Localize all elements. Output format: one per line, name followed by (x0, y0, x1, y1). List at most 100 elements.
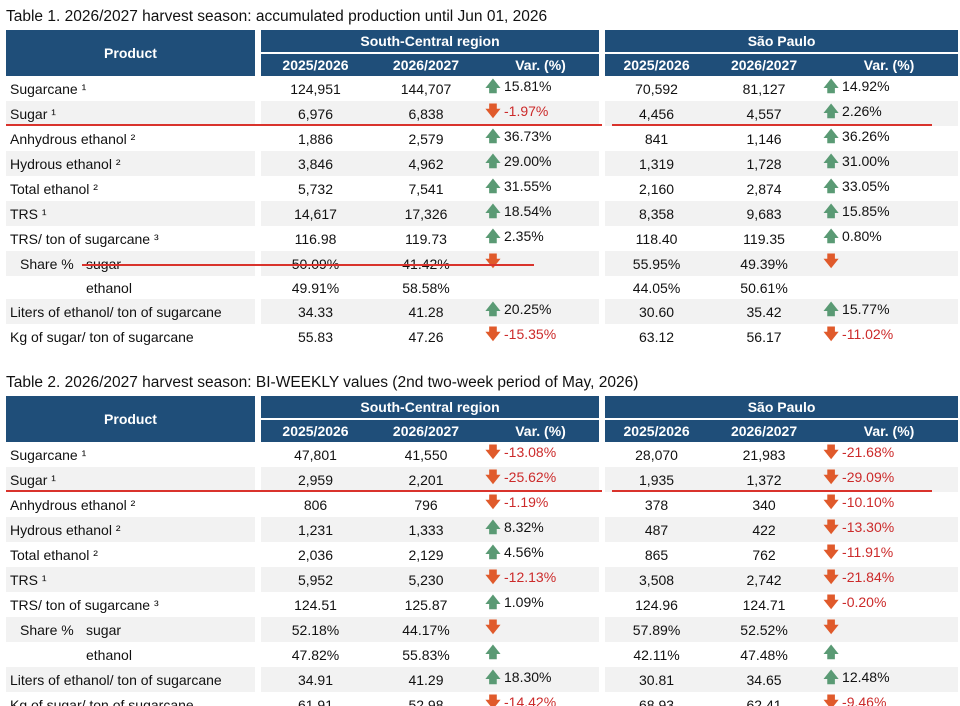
sp-season-a: 1,935 (602, 467, 709, 492)
sp-var-value: 0.80% (842, 228, 882, 244)
sp-season-b: 56.17 (746, 328, 782, 345)
sc-season-b: 2,201 (370, 467, 482, 492)
share-label (10, 647, 86, 663)
share-sp-season-a: 55.95% (602, 251, 709, 276)
arrow-up-icon: 🡅 (485, 544, 501, 561)
sp-season-b: 2,742 (708, 567, 821, 592)
arrow-up-icon: 🡅 (823, 228, 839, 245)
sc-season-a: 116.98 (294, 230, 337, 247)
share-sc-season-b: 41.42% (370, 251, 482, 276)
share-sp-season-b: 49.39% (708, 251, 821, 276)
arrow-down-icon: 🡇 (823, 494, 839, 511)
table-row: Total ethanol ² 5,732 7,541 🡅 31.55% 2,160 2,8… (6, 176, 958, 201)
sc-season-a: 2,036 (297, 546, 334, 563)
sp-var-value: 31.00% (842, 153, 890, 169)
arrow-up-icon: 🡅 (823, 301, 839, 318)
header-season-b: 2026/2027 (370, 419, 482, 442)
sc-var-cell: 🡇 -25.62% (482, 467, 606, 492)
sp-var-value: 15.85% (842, 203, 890, 219)
arrow-up-icon: 🡅 (485, 594, 501, 611)
sc-var-cell: 🡅 1.09% (482, 592, 606, 617)
sc-season-a: 6,976 (258, 101, 370, 126)
arrow-up-icon: 🡅 (485, 519, 501, 536)
table-row: Hydrous ethanol ² 1,231 1,333 🡅 8.32% 487 422 🡇… (6, 517, 959, 542)
sc-var-cell: 🡅 36.73% (482, 126, 606, 151)
arrow-down-icon: 🡇 (823, 619, 839, 636)
arrow-down-icon: 🡇 (823, 519, 839, 536)
sc-var-value: -14.42% (504, 694, 557, 706)
row-label: Liters of ethanol/ ton of sugarcane (6, 667, 261, 692)
arrow-down-icon: 🡇 (485, 694, 501, 706)
sp-season-a: 2,160 (639, 180, 675, 197)
share-sc-season-b: 58.58% (402, 279, 450, 296)
sp-season-b: 21,983 (742, 446, 786, 463)
row-label: Kg of sugar/ ton of sugarcane (6, 692, 261, 706)
sc-season-a: 34.91 (258, 667, 370, 692)
sc-var-cell: 🡇 -1.97% (482, 101, 606, 126)
sc-var-value: -25.62% (504, 469, 557, 485)
header-product: Product (6, 396, 261, 442)
sp-var-cell: 🡇 -13.30% (820, 517, 959, 542)
arrow-down-icon: 🡇 (485, 619, 501, 636)
share-label: Share % (20, 621, 74, 638)
sp-var-value: -21.84% (842, 569, 895, 585)
sp-season-a: 4,456 (602, 101, 709, 126)
sc-season-a: 61.91 (297, 696, 334, 706)
sc-var-value: -1.97% (504, 103, 549, 119)
share-sc-season-a: 47.82% (291, 646, 340, 663)
header-var-sp: Var. (%) (820, 419, 959, 442)
sp-season-b: 1,372 (708, 467, 821, 492)
sp-var-cell: 🡅 15.77% (820, 299, 959, 324)
row-label: TRS/ ton of sugarcane ³ (6, 226, 261, 251)
arrow-down-icon: 🡇 (823, 469, 839, 486)
table-1-caption: Table 1. 2026/2027 harvest season: accum… (6, 8, 548, 25)
share-label-cell: Share % sugar (6, 617, 261, 642)
table-row: TRS ¹ 5,952 5,230 🡇 -12.13% 3,508 2,742 🡇 -21.84… (6, 567, 959, 592)
sp-var-value: -29.09% (842, 469, 895, 485)
table-row: Liters of ethanol/ ton of sugarcane 34.33… (6, 299, 959, 324)
sc-var-value: 31.55% (504, 178, 552, 194)
table-2-caption: Table 2. 2026/2027 harvest season: BI-WE… (6, 374, 639, 391)
table-1: Product South-Central region São Paulo 2025… (6, 30, 959, 349)
sp-var-value: 36.26% (842, 128, 890, 144)
share-sc-season-a: 50.09% (258, 251, 370, 276)
arrow-up-icon: 🡅 (485, 301, 501, 318)
sp-var-cell: 🡅 15.85% (820, 201, 959, 226)
share-sc-arrow-cell: 🡇 (482, 251, 606, 276)
sc-var-cell: 🡅 31.55% (482, 176, 606, 201)
arrow-down-icon: 🡇 (823, 253, 839, 270)
sp-season-b: 9,683 (708, 201, 821, 226)
arrow-down-icon: 🡇 (485, 469, 501, 486)
sp-season-a: 378 (644, 496, 669, 513)
sc-season-b: 41.28 (370, 299, 482, 324)
arrow-down-icon: 🡇 (823, 594, 839, 611)
sc-season-a: 34.33 (258, 299, 370, 324)
sc-var-value: 20.25% (504, 301, 552, 317)
sp-var-cell: 🡇 -21.84% (820, 567, 959, 592)
sc-season-b: 5,230 (370, 567, 482, 592)
sp-var-value: 2.26% (842, 103, 882, 119)
arrow-up-icon: 🡅 (823, 178, 839, 195)
share-sp-season-a: 42.11% (633, 646, 680, 663)
sc-var-value: -15.35% (504, 326, 557, 342)
share-label-cell: ethanol (6, 276, 261, 299)
sp-season-a: 118.40 (635, 230, 678, 247)
share-sp-season-a: 57.89% (602, 617, 709, 642)
header-product: Product (6, 30, 261, 76)
sp-season-a: 8,358 (602, 201, 709, 226)
table-row: Anhydrous ethanol ² 806 796 🡇 -1.19% 378 340 🡇 -… (6, 492, 958, 517)
sp-season-b: 762 (752, 546, 776, 563)
sp-var-cell: 🡅 31.00% (820, 151, 959, 176)
arrow-down-icon: 🡇 (485, 494, 501, 511)
table-row: Anhydrous ethanol ² 1,886 2,579 🡅 36.73% 841 1… (6, 126, 958, 151)
arrow-down-icon: 🡇 (823, 694, 839, 706)
sc-season-b: 47.26 (408, 328, 444, 345)
row-label: Sugar ¹ (6, 101, 261, 126)
sc-season-a: 14,617 (258, 201, 370, 226)
sc-season-b: 796 (414, 496, 438, 513)
header-season-a-sp: 2025/2026 (602, 53, 709, 76)
table-row: Liters of ethanol/ ton of sugarcane 34.91… (6, 667, 959, 692)
header-south-central: South-Central region (258, 30, 606, 54)
sc-season-b: 125.87 (404, 596, 448, 613)
table-2-block: Table 2. 2026/2027 harvest season: BI-WE… (6, 372, 959, 706)
